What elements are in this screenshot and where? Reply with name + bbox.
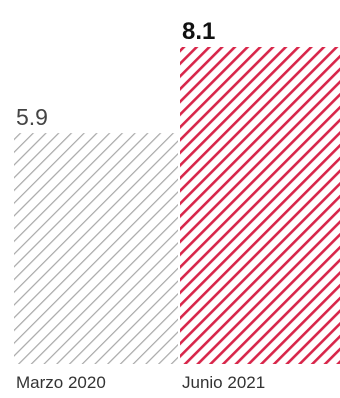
value-label-2: 8.1 [182,18,215,45]
bar-2 [180,47,340,364]
category-label-2: Junio 2021 [182,373,265,392]
category-label-1: Marzo 2020 [16,373,106,392]
value-label-1: 5.9 [16,104,48,130]
bar-1 [14,133,178,364]
